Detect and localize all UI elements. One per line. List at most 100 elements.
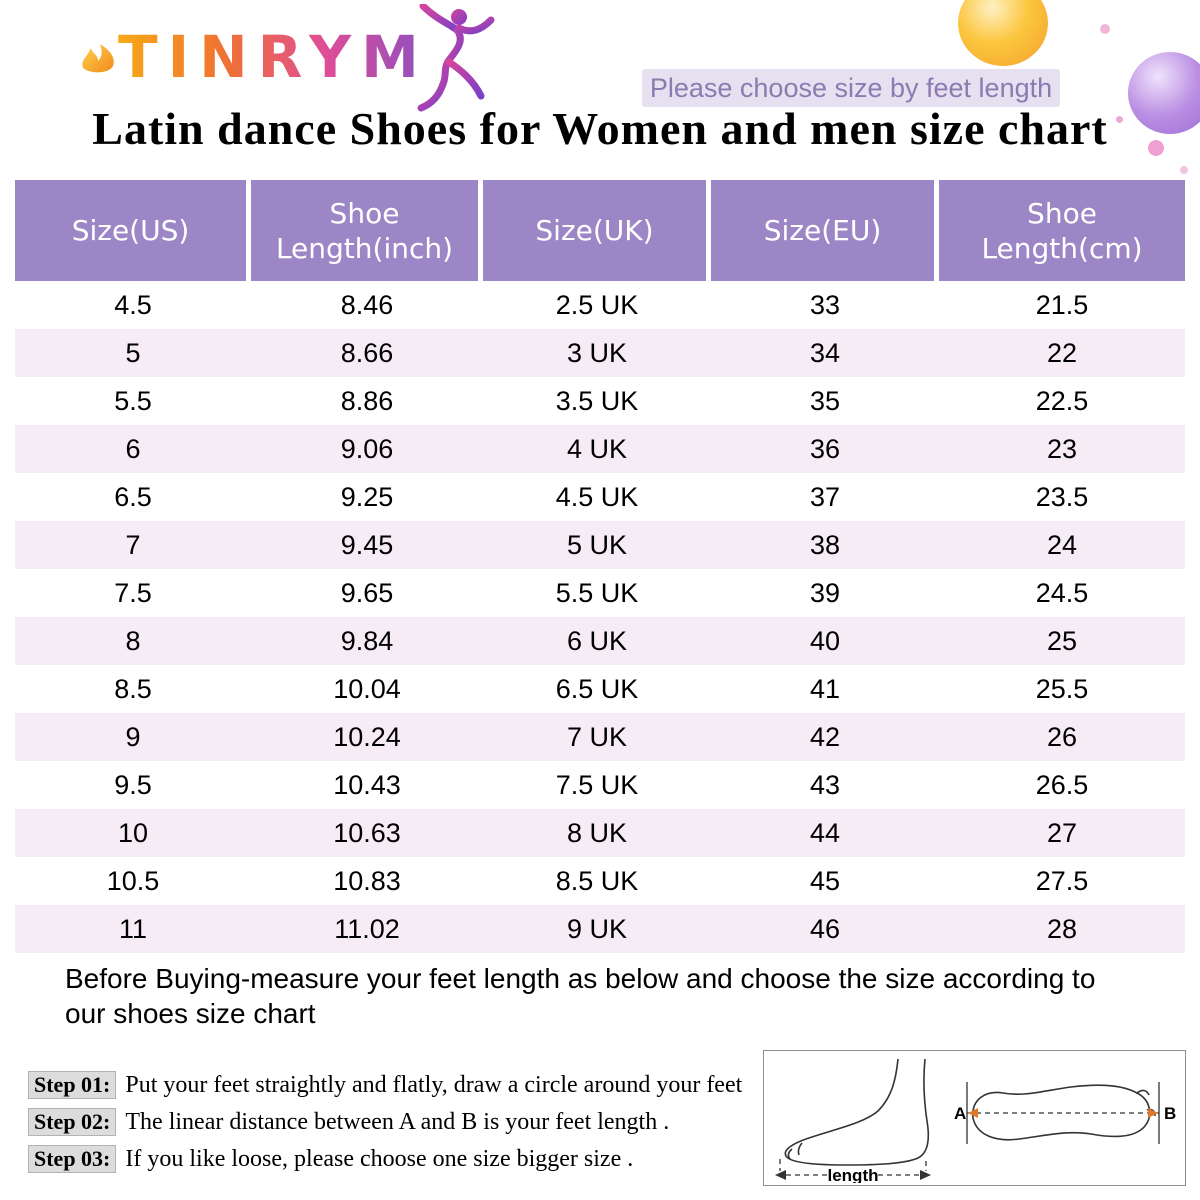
table-cell: 26 bbox=[1046, 721, 1078, 752]
table-cell: 10.63 bbox=[333, 817, 401, 848]
table-row: 7.5 9.65 5.5 UK 39 24.5 bbox=[15, 569, 1185, 617]
table-cell: 25 bbox=[1046, 625, 1078, 656]
table-cell: 6 UK bbox=[566, 625, 628, 656]
table-cell: 5.5 UK bbox=[555, 577, 639, 608]
table-cell: 26.5 bbox=[1035, 769, 1089, 800]
table-row: 9.5 10.43 7.5 UK 43 26.5 bbox=[15, 761, 1185, 809]
table-cell: 34 bbox=[809, 337, 841, 368]
table-cell: 24.5 bbox=[1035, 577, 1089, 608]
table-row: 8.5 10.04 6.5 UK 41 25.5 bbox=[15, 665, 1185, 713]
table-cell: 36 bbox=[809, 433, 841, 464]
table-row: 5 8.66 3 UK 34 22 bbox=[15, 329, 1185, 377]
table-cell: 3 UK bbox=[566, 337, 628, 368]
column-header: Size(UK) bbox=[483, 180, 706, 281]
table-cell: 11 bbox=[118, 913, 148, 944]
paint-splatter-icon bbox=[1116, 116, 1123, 123]
table-cell: 42 bbox=[809, 721, 841, 752]
table-cell: 9.45 bbox=[340, 529, 394, 560]
table-cell: 5 bbox=[125, 337, 141, 368]
table-cell: 7 UK bbox=[566, 721, 628, 752]
table-cell: 28 bbox=[1046, 913, 1078, 944]
table-cell: 4.5 bbox=[114, 289, 152, 320]
balloon-icon bbox=[1128, 52, 1200, 134]
table-cell: 10.04 bbox=[333, 673, 401, 704]
table-cell: 3.5 UK bbox=[555, 385, 639, 416]
length-label: length bbox=[828, 1166, 879, 1183]
table-cell: 9.84 bbox=[340, 625, 394, 656]
size-table: Size(US) Shoe Length(inch) Size(UK) Size(EU… bbox=[15, 180, 1185, 953]
column-header: Size(US) bbox=[15, 180, 246, 281]
point-a-label: A bbox=[954, 1104, 966, 1123]
table-cell: 5.5 bbox=[114, 385, 152, 416]
table-cell: 8 bbox=[125, 625, 141, 656]
table-cell: 8.46 bbox=[340, 289, 394, 320]
table-cell: 43 bbox=[809, 769, 841, 800]
column-header: Size(EU) bbox=[711, 180, 934, 281]
column-header: Shoe Length(cm) bbox=[939, 180, 1185, 281]
table-cell: 44 bbox=[809, 817, 841, 848]
table-row: 10 10.63 8 UK 44 27 bbox=[15, 809, 1185, 857]
flame-icon bbox=[82, 44, 114, 73]
table-cell: 8.86 bbox=[340, 385, 394, 416]
table-cell: 46 bbox=[809, 913, 841, 944]
step-label: Step 03: bbox=[28, 1145, 117, 1173]
table-cell: 2.5 UK bbox=[555, 289, 639, 320]
table-row: 9 10.24 7 UK 42 26 bbox=[15, 713, 1185, 761]
step-label: Step 01: bbox=[28, 1071, 117, 1099]
table-row: 4.5 8.46 2.5 UK 33 21.5 bbox=[15, 281, 1185, 329]
table-cell: 10 bbox=[117, 817, 149, 848]
balloon-icon bbox=[958, 0, 1048, 66]
table-row: 5.5 8.86 3.5 UK 35 22.5 bbox=[15, 377, 1185, 425]
foot-top-view-diagram: A B bbox=[954, 1082, 1176, 1144]
table-cell: 23.5 bbox=[1035, 481, 1089, 512]
table-cell: 9.06 bbox=[340, 433, 394, 464]
paint-splatter-icon bbox=[1180, 166, 1188, 174]
table-cell: 39 bbox=[809, 577, 841, 608]
column-header: Shoe Length(inch) bbox=[251, 180, 478, 281]
table-cell: 27 bbox=[1046, 817, 1078, 848]
table-cell: 8.5 UK bbox=[555, 865, 639, 896]
table-cell: 25.5 bbox=[1035, 673, 1089, 704]
steps-list: Step 01: Put your feet straightly and fla… bbox=[28, 1070, 742, 1181]
table-row: 10.5 10.83 8.5 UK 45 27.5 bbox=[15, 857, 1185, 905]
table-cell: 10.5 bbox=[106, 865, 160, 896]
table-cell: 37 bbox=[809, 481, 841, 512]
dancer-icon bbox=[417, 4, 495, 112]
table-row: 6 9.06 4 UK 36 23 bbox=[15, 425, 1185, 473]
table-cell: 27.5 bbox=[1035, 865, 1089, 896]
table-cell: 35 bbox=[809, 385, 841, 416]
step-text: If you like loose, please choose one siz… bbox=[125, 1145, 634, 1172]
table-cell: 7 bbox=[125, 529, 141, 560]
paint-splatter-icon bbox=[1100, 24, 1110, 34]
table-cell: 8.66 bbox=[340, 337, 394, 368]
table-cell: 41 bbox=[809, 673, 841, 704]
table-cell: 5 UK bbox=[566, 529, 628, 560]
table-cell: 33 bbox=[809, 289, 841, 320]
table-cell: 38 bbox=[809, 529, 841, 560]
table-cell: 9 UK bbox=[566, 913, 628, 944]
table-cell: 7.5 UK bbox=[555, 769, 639, 800]
table-cell: 40 bbox=[809, 625, 841, 656]
point-b-label: B bbox=[1164, 1104, 1176, 1123]
table-cell: 24 bbox=[1046, 529, 1078, 560]
table-cell: 6.5 bbox=[114, 481, 152, 512]
table-row: 11 11.02 9 UK 46 28 bbox=[15, 905, 1185, 953]
table-cell: 8.5 bbox=[114, 673, 152, 704]
table-cell: 9.5 bbox=[114, 769, 152, 800]
step-text: The linear distance between A and B is y… bbox=[125, 1108, 670, 1135]
table-cell: 21.5 bbox=[1035, 289, 1089, 320]
measure-note: Before Buying-measure your feet length a… bbox=[65, 963, 1096, 1029]
table-body: 4.5 8.46 2.5 UK 33 21.5 5 8.66 3 UK 34 22 5.5 8.86 3… bbox=[15, 281, 1185, 953]
step-text: Put your feet straightly and flatly, dra… bbox=[125, 1071, 743, 1098]
table-cell: 9 bbox=[125, 721, 141, 752]
table-cell: 11.02 bbox=[334, 913, 400, 944]
table-cell: 22.5 bbox=[1035, 385, 1089, 416]
step-row: Step 02: The linear distance between A an… bbox=[28, 1107, 742, 1137]
table-cell: 8 UK bbox=[566, 817, 628, 848]
table-cell: 10.83 bbox=[333, 865, 401, 896]
step-row: Step 01: Put your feet straightly and fla… bbox=[28, 1070, 742, 1100]
table-cell: 6.5 UK bbox=[555, 673, 639, 704]
step-label: Step 02: bbox=[28, 1108, 117, 1136]
brand-logo-text: TINRYM bbox=[118, 23, 429, 91]
